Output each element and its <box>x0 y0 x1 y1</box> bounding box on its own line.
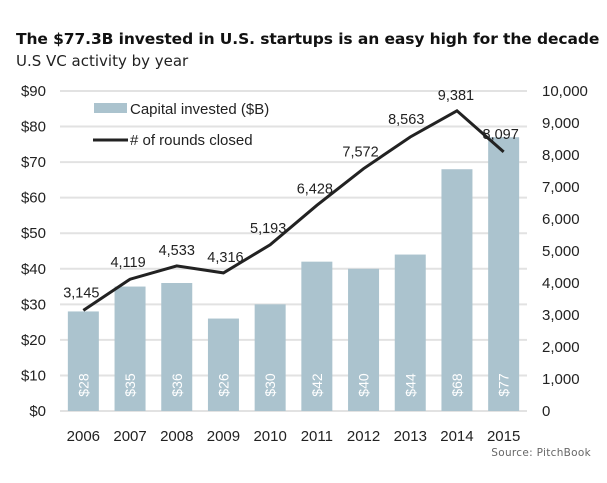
right-axis-tick: 5,000 <box>542 243 580 260</box>
right-axis-tick: 9,000 <box>542 115 580 132</box>
left-axis-ticks: $0 $10 $20 $30 $40 $50 $60 $70 $80 $90 <box>21 83 46 420</box>
x-axis-tick: 2013 <box>394 428 427 445</box>
rounds-line <box>82 108 505 312</box>
bar-2009 <box>207 318 239 411</box>
right-axis-ticks: 0 1,000 2,000 3,000 4,000 5,000 6,000 7,000 8,00… <box>542 83 588 420</box>
bar-value-label: $28 <box>75 373 91 397</box>
right-axis-tick: 1,000 <box>542 371 580 388</box>
right-axis-tick: 7,000 <box>542 179 580 196</box>
bar-value-label: $77 <box>496 373 512 397</box>
line-value-labels: 3,145 4,119 4,533 4,316 5,193 6,428 7,572 8,563… <box>63 88 519 302</box>
bar-value-labels: $28 $35 $36 $26 $30 $42 $40 $44 $68 $77 <box>75 373 511 397</box>
right-axis-tick: 4,000 <box>542 275 580 292</box>
rounds-value-label: 4,533 <box>159 243 195 259</box>
bar-2006 <box>67 311 99 411</box>
right-axis-tick: 3,000 <box>542 307 580 324</box>
bar-value-label: $26 <box>215 373 231 397</box>
x-axis-tick: 2009 <box>207 428 240 445</box>
x-axis-ticks: 2006 2007 2008 2009 2010 2011 2012 2013 2014 2015 <box>67 428 521 445</box>
bar-value-label: $36 <box>169 373 185 397</box>
legend-label-capital: Capital invested ($B) <box>130 101 269 118</box>
chart-subtitle: U.S VC activity by year <box>16 52 189 70</box>
rounds-value-label: 8,097 <box>483 127 519 143</box>
x-axis-tick: 2006 <box>67 428 100 445</box>
right-axis-tick: 0 <box>542 403 550 420</box>
rounds-value-label: 4,316 <box>207 250 243 266</box>
rounds-value-label: 8,563 <box>388 112 424 128</box>
left-axis-tick: $70 <box>21 154 46 171</box>
right-axis-tick: 2,000 <box>542 339 580 356</box>
rounds-value-label: 5,193 <box>250 221 286 237</box>
bar-2011 <box>301 261 333 411</box>
rounds-value-label: 9,381 <box>438 88 474 104</box>
source-note: Source: PitchBook <box>491 447 591 459</box>
x-axis-tick: 2008 <box>160 428 193 445</box>
left-axis-tick: $20 <box>21 332 46 349</box>
chart-title: The $77.3B invested in U.S. startups is … <box>16 30 600 48</box>
bar-value-label: $44 <box>402 373 418 397</box>
left-axis-tick: $40 <box>21 261 46 278</box>
bar-2013 <box>394 254 426 411</box>
x-axis-tick: 2007 <box>113 428 146 445</box>
x-axis-tick: 2015 <box>487 428 520 445</box>
bar-value-label: $68 <box>449 373 465 397</box>
left-axis-tick: $0 <box>29 403 46 420</box>
left-axis-tick: $80 <box>21 119 46 136</box>
rounds-value-label: 7,572 <box>342 145 378 161</box>
left-axis-tick: $10 <box>21 367 46 384</box>
bar-value-label: $42 <box>309 373 325 397</box>
left-axis-tick: $30 <box>21 296 46 313</box>
rounds-value-label: 4,119 <box>110 255 145 271</box>
bar-2012 <box>348 268 380 411</box>
x-axis-tick: 2012 <box>347 428 380 445</box>
bar-2010 <box>254 304 286 411</box>
right-axis-tick: 10,000 <box>542 83 588 100</box>
legend-label-rounds: # of rounds closed <box>130 132 253 149</box>
bar-2014 <box>441 169 473 411</box>
right-axis-tick: 6,000 <box>542 211 580 228</box>
x-axis-tick: 2010 <box>253 428 286 445</box>
bar-series <box>67 137 520 411</box>
line-series <box>82 108 505 312</box>
left-axis-tick: $90 <box>21 83 46 100</box>
left-axis-tick: $60 <box>21 190 46 207</box>
bar-value-label: $35 <box>122 373 138 397</box>
rounds-value-label: 6,428 <box>297 181 333 197</box>
bar-value-label: $30 <box>262 373 278 397</box>
x-axis-tick: 2011 <box>301 428 333 445</box>
bar-value-label: $40 <box>356 373 372 397</box>
rounds-value-label: 3,145 <box>63 285 99 301</box>
bar-2008 <box>161 283 193 411</box>
legend-swatch-capital <box>94 103 127 113</box>
right-axis-tick: 8,000 <box>542 147 580 164</box>
bar-2007 <box>114 286 146 411</box>
left-axis-tick: $50 <box>21 225 46 242</box>
legend: Capital invested ($B) # of rounds closed <box>93 101 269 149</box>
bar-2015 <box>488 137 520 411</box>
x-axis-tick: 2014 <box>440 428 473 445</box>
